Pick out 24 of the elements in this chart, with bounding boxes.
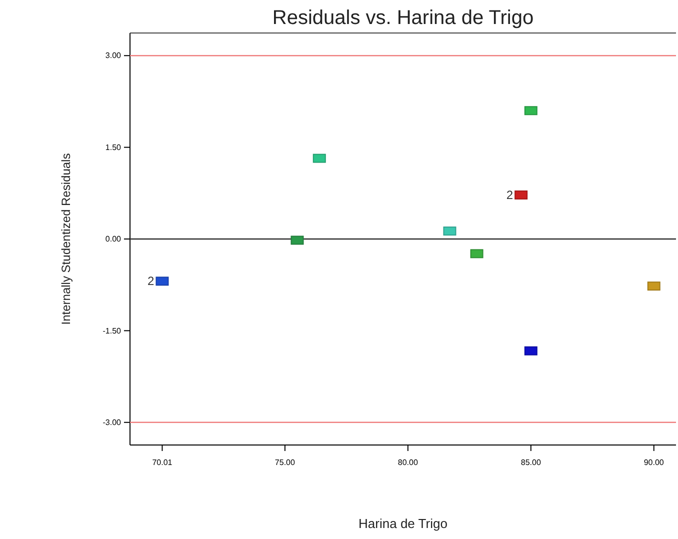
y-tick-label: 1.50 [105, 142, 122, 152]
x-tick-label: 80.00 [398, 458, 418, 468]
x-axis-title: Harina de Trigo [358, 516, 448, 531]
y-tick-label: -3.00 [102, 418, 122, 427]
y-axis-title: Internally Studentized Residuals [59, 153, 73, 325]
annotation: 2 [506, 188, 514, 202]
x-tick-label: 75.00 [274, 458, 296, 468]
x-tick-label: 70.01 [152, 458, 173, 468]
x-tick-label: 90.00 [644, 458, 664, 468]
point [524, 346, 538, 356]
point [156, 276, 169, 286]
y-tick-label: -1.50 [102, 326, 122, 336]
point [647, 282, 660, 291]
y-tick-label: 0.00 [105, 234, 122, 244]
point [312, 154, 326, 163]
point [514, 190, 528, 200]
x-tick-label: 85.00 [520, 458, 542, 468]
annotation: 2 [148, 274, 155, 288]
point [290, 236, 304, 245]
point [470, 249, 484, 258]
chart-title: Residuals vs. Harina de Trigo [272, 7, 534, 29]
y-tick-label: 3.00 [105, 51, 122, 60]
point [524, 106, 538, 116]
point [443, 226, 456, 236]
